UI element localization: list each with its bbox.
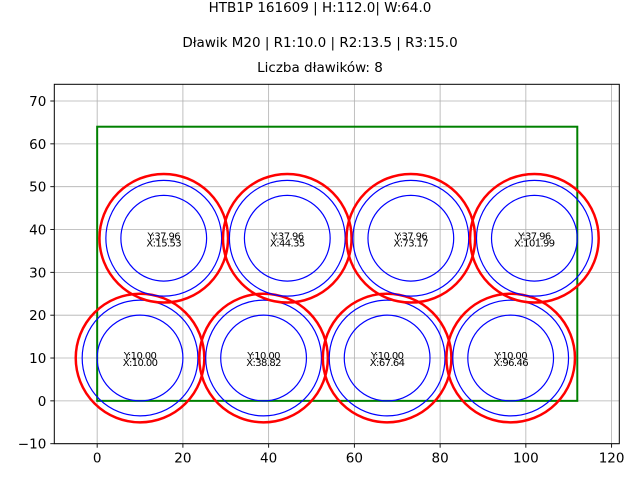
x-tick-label: 80 (432, 451, 449, 467)
gland-outer-circle (198, 292, 330, 424)
y-tick-label: −10 (18, 437, 47, 453)
chart-title-gland-spec: Dławik M20 | R1:10.0 | R2:13.5 | R3:15.0 (182, 35, 458, 51)
chart-title-gland-count: Liczba dławików: 8 (257, 60, 383, 76)
gland-outer-circle (321, 292, 453, 424)
gland-outer-circle (468, 172, 600, 304)
point-label-y: Y:37.96 (270, 231, 304, 242)
point-label-y: Y:37.96 (146, 231, 180, 242)
gland-middle-circle (205, 299, 323, 417)
enclosure-outline (96, 125, 579, 402)
gland-inner-circle (490, 194, 578, 282)
gland-inner-circle (120, 194, 208, 282)
gland-outer-circle (98, 172, 230, 304)
point-label-x: X:96.46 (493, 358, 528, 369)
gland-middle-circle (228, 179, 346, 297)
x-tick-label: 40 (260, 451, 277, 467)
y-tick-label: 50 (29, 180, 46, 196)
point-label-x: X:73.17 (394, 238, 429, 249)
point-label-y: Y:37.96 (394, 231, 428, 242)
point-label-y: Y:10.00 (123, 351, 157, 362)
y-tick-label: 40 (29, 223, 46, 239)
point-label-x: X:101.99 (514, 238, 555, 249)
point-label-x: X:38.82 (246, 358, 281, 369)
y-tick-label: 30 (29, 265, 46, 281)
point-label-y: Y:10.00 (370, 351, 404, 362)
data-layer: Y:10.00X:10.00Y:10.00X:38.82Y:10.00X:67.… (74, 125, 600, 424)
gland-middle-circle (81, 299, 199, 417)
chart-title-enclosure: HTB1P 161609 | H:112.0| W:64.0 (208, 0, 432, 16)
gland-middle-circle (475, 179, 593, 297)
point-label-x: X:44.35 (270, 238, 305, 249)
gland-inner-circle (343, 314, 431, 402)
x-tick-label: 120 (599, 451, 625, 467)
point-label-x: X:10.00 (123, 358, 158, 369)
x-tick-label: 0 (93, 451, 102, 467)
y-tick-label: 0 (38, 394, 47, 410)
x-tick-label: 20 (174, 451, 191, 467)
y-tick-label: 70 (29, 94, 46, 110)
gland-outer-circle (74, 292, 206, 424)
gland-outer-circle (221, 172, 353, 304)
x-tick-label: 100 (513, 451, 539, 467)
gland-inner-circle (243, 194, 331, 282)
gland-outer-circle (445, 292, 577, 424)
gland-middle-circle (105, 179, 223, 297)
gland-middle-circle (328, 299, 446, 417)
y-tick-label: 10 (29, 351, 46, 367)
y-tick-label: 60 (29, 137, 46, 153)
gland-inner-circle (467, 314, 555, 402)
x-tick-label: 60 (346, 451, 363, 467)
point-label-y: Y:10.00 (493, 351, 527, 362)
point-label-y: Y:10.00 (246, 351, 280, 362)
gland-inner-circle (96, 314, 184, 402)
gland-middle-circle (452, 299, 570, 417)
y-tick-label: 20 (29, 308, 46, 324)
gland-middle-circle (352, 179, 470, 297)
gland-inner-circle (220, 314, 308, 402)
point-label-x: X:67.64 (370, 358, 405, 369)
gland-inner-circle (367, 194, 455, 282)
axes-frame (53, 83, 620, 445)
gland-outer-circle (345, 172, 477, 304)
point-label-y: Y:37.96 (517, 231, 551, 242)
point-label-x: X:15.53 (146, 238, 181, 249)
